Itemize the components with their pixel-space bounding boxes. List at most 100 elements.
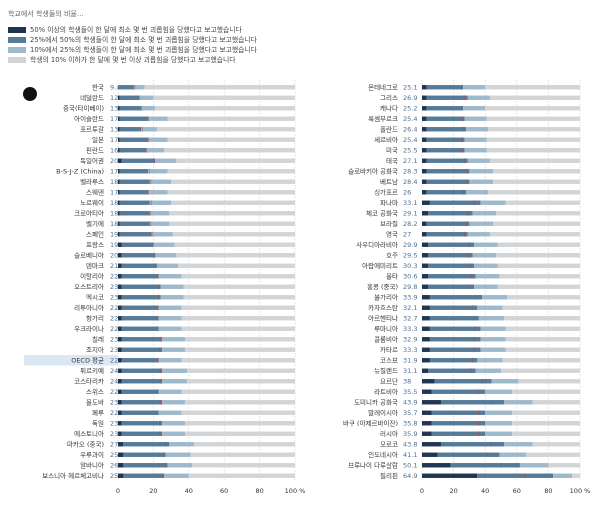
value-marker <box>157 273 159 279</box>
value-marker <box>462 189 464 195</box>
bar-segment <box>169 442 195 447</box>
value-marker <box>481 378 483 384</box>
value-marker <box>164 462 166 468</box>
value-marker <box>139 95 140 101</box>
category-label: 핀란드 <box>86 145 104 154</box>
value-label: 25.4 <box>403 136 417 144</box>
category-label: 스페인 <box>86 229 104 238</box>
bar-segment <box>171 179 295 184</box>
bar-segment <box>422 169 427 174</box>
value-label: 26.9 <box>403 94 417 102</box>
bar-segment <box>422 347 430 352</box>
bar-segment <box>118 232 120 237</box>
bar-segment <box>422 253 429 258</box>
bar-segment <box>162 431 186 436</box>
value-label: 35.7 <box>403 409 417 417</box>
value-label: 27 <box>403 230 411 238</box>
bar-segment <box>156 263 179 268</box>
value-marker <box>150 200 152 206</box>
value-marker <box>464 158 466 164</box>
x-tick-label: 80 <box>255 487 263 495</box>
legend-swatch <box>8 37 26 43</box>
bar-segment <box>118 242 122 247</box>
bar-segment <box>121 358 159 363</box>
bar-segment <box>426 179 470 184</box>
bar-segment <box>422 106 427 111</box>
bar-segment <box>469 179 494 184</box>
bar-segment <box>121 253 156 258</box>
value-marker <box>157 410 159 416</box>
bar-segment <box>485 85 580 90</box>
bar-segment <box>119 137 149 142</box>
bar-segment <box>437 452 500 457</box>
value-label: 50.1 <box>403 461 417 469</box>
bar-segment <box>118 316 122 321</box>
bar-segment <box>497 242 580 247</box>
value-label: 25.1 <box>403 83 417 91</box>
value-marker <box>158 294 160 300</box>
bar-segment <box>426 221 470 226</box>
value-marker <box>149 210 151 216</box>
value-marker <box>146 147 148 153</box>
bar-segment <box>118 274 122 279</box>
category-label: 러시아 <box>380 429 398 438</box>
value-marker <box>466 221 467 227</box>
bar-segment <box>148 190 168 195</box>
bar-segment <box>493 179 580 184</box>
bar-segment <box>422 137 427 142</box>
bar-segment <box>422 452 438 457</box>
category-label: 말레이시아 <box>368 408 398 417</box>
category-label: 일본 <box>92 135 104 144</box>
value-label: 32.7 <box>403 314 417 322</box>
bar-segment <box>144 85 295 90</box>
value-marker <box>461 84 463 90</box>
value-marker <box>461 137 463 143</box>
value-label: 29.5 <box>403 251 417 259</box>
bar-segment <box>548 463 580 468</box>
bar-segment <box>505 337 580 342</box>
bar-segment <box>426 85 464 90</box>
bar-segment <box>426 169 470 174</box>
bar-segment <box>162 337 186 342</box>
bar-segment <box>121 389 159 394</box>
value-label: 25.3 <box>110 472 124 480</box>
bar-segment <box>422 190 427 195</box>
value-marker <box>490 441 492 447</box>
bar-segment <box>167 190 295 195</box>
bar-segment <box>426 190 467 195</box>
value-marker <box>158 284 160 290</box>
value-label: 22.6 <box>110 314 124 322</box>
category-label: B-S-J-Z (China) <box>56 167 104 175</box>
bar-segment <box>121 326 159 331</box>
legend-label: 학생의 10% 이하가 한 달에 몇 번 이상 괴롭힘을 당했다고 보고했습니다 <box>30 55 236 64</box>
bar-segment <box>426 137 465 142</box>
category-label: 헝가리 <box>86 313 104 322</box>
bar-segment <box>422 389 432 394</box>
bar-segment <box>118 85 134 90</box>
bar-segment <box>148 116 168 121</box>
bar-segment <box>158 305 182 310</box>
value-label: 41.1 <box>403 451 417 459</box>
bar-segment <box>119 200 150 205</box>
bar-segment <box>118 442 124 447</box>
value-marker <box>474 347 476 353</box>
highlight-band <box>24 355 118 366</box>
legend-swatch <box>8 57 26 63</box>
bar-segment <box>121 242 154 247</box>
category-label: 멕시코 <box>86 292 104 301</box>
category-label: 세르비아 <box>374 135 398 144</box>
bar-segment <box>426 116 465 121</box>
bar-segment <box>422 85 427 90</box>
category-label: 영국 <box>386 229 398 238</box>
bar-segment <box>422 263 429 268</box>
value-marker <box>490 399 492 405</box>
bar-segment <box>118 211 120 216</box>
category-label: 프랑스 <box>86 241 104 249</box>
value-marker <box>486 452 488 458</box>
value-label: 23.2 <box>110 283 124 291</box>
bar-segment <box>422 421 432 426</box>
value-marker <box>148 168 150 174</box>
bar-segment <box>121 400 163 405</box>
value-marker <box>150 179 152 185</box>
bar-segment <box>119 221 150 226</box>
